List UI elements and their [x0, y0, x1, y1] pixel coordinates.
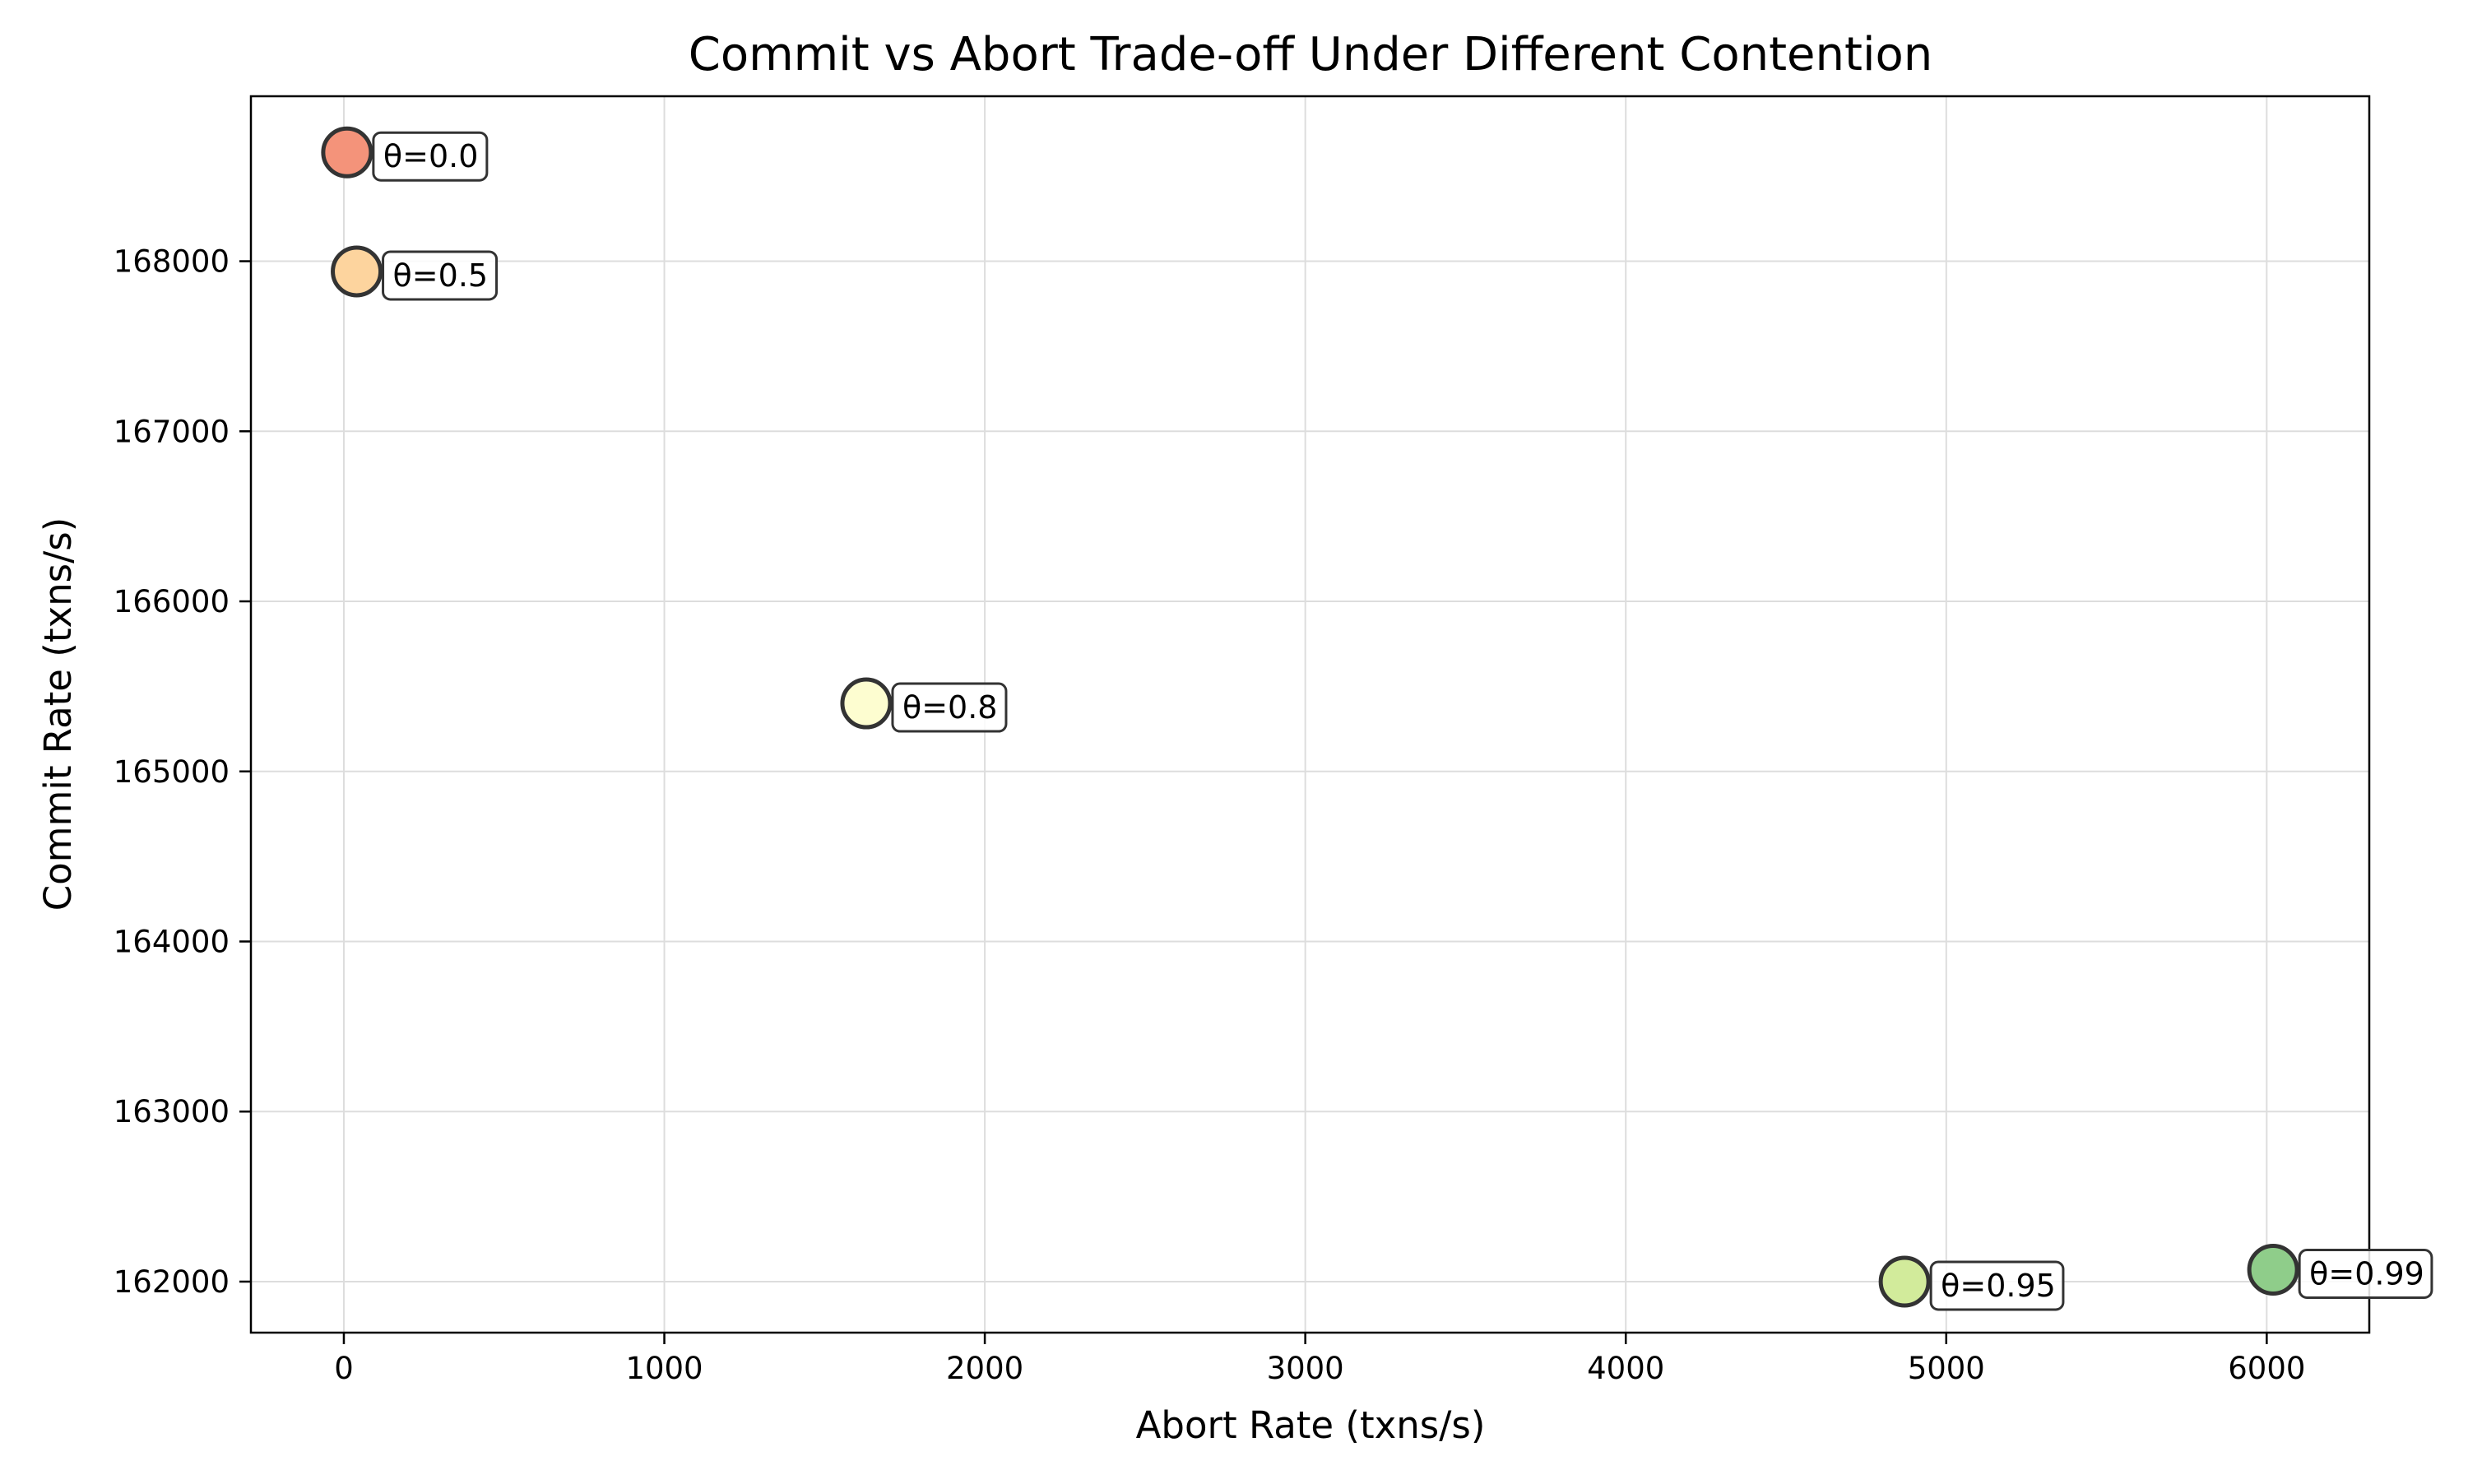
point-label: θ=0.99	[2309, 1256, 2424, 1292]
y-tick-label: 164000	[114, 924, 230, 959]
x-tick-label: 5000	[1908, 1351, 1985, 1386]
point-label: θ=0.8	[902, 689, 998, 726]
point-label-box	[891, 682, 1008, 733]
x-tick-label: 0	[334, 1351, 354, 1386]
point-label: θ=0.5	[393, 257, 489, 294]
plot-frame	[249, 95, 2371, 1334]
x-axis-label: Abort Rate (txns/s)	[1136, 1403, 1486, 1447]
x-tick-label: 6000	[2228, 1351, 2305, 1386]
data-point	[840, 677, 893, 730]
point-labels: θ=0.0 θ=0.5 θ=0.8 θ=0.95 θ=0.99	[372, 131, 2433, 1311]
point-label: θ=0.95	[1941, 1268, 2056, 1304]
point-label-box	[372, 131, 489, 182]
x-tick-label: 4000	[1587, 1351, 1664, 1386]
grid-lines	[251, 96, 2369, 1333]
y-axis-label: Commit Rate (txns/s)	[36, 517, 80, 911]
data-point	[2247, 1244, 2299, 1296]
point-label: θ=0.0	[383, 138, 479, 174]
point-label-box	[2298, 1249, 2433, 1300]
y-tick-label: 163000	[114, 1094, 230, 1129]
x-tick-label: 3000	[1267, 1351, 1344, 1386]
x-tick-label: 1000	[625, 1351, 703, 1386]
data-point	[1878, 1255, 1931, 1308]
y-tick-label: 165000	[114, 754, 230, 790]
y-tick-label: 167000	[114, 414, 230, 449]
point-label-box	[1929, 1260, 2065, 1311]
y-tick-label: 162000	[114, 1264, 230, 1300]
chart-title: Commit vs Abort Trade-off Under Differen…	[689, 28, 1933, 81]
axes: 0 1000 2000 3000 4000 5000 6000 162000 163000 164…	[114, 95, 2371, 1386]
data-point	[321, 126, 373, 179]
data-point	[331, 245, 383, 298]
point-label-box	[382, 250, 499, 301]
data-points	[321, 126, 2299, 1308]
x-tick-label: 2000	[946, 1351, 1023, 1386]
y-tick-label: 166000	[114, 584, 230, 619]
y-tick-label: 168000	[114, 244, 230, 280]
